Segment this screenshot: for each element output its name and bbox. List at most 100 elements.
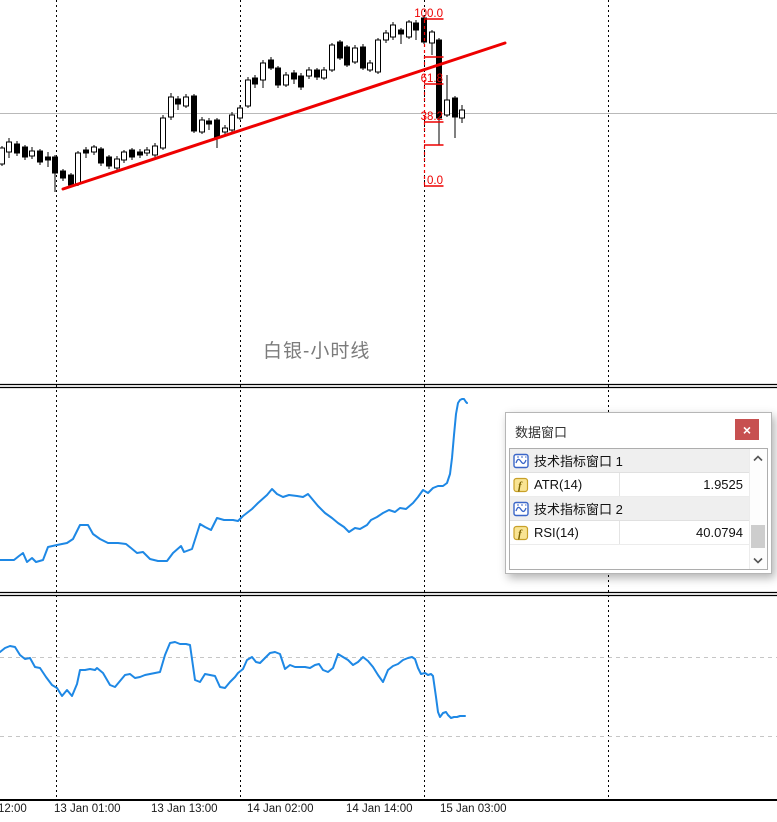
- candle-body: [260, 62, 266, 81]
- candle-body: [214, 119, 220, 139]
- svg-text:f: f: [518, 480, 523, 492]
- candle-body: [283, 74, 289, 86]
- candle-body: [321, 69, 327, 79]
- row-label: 技术指标窗口 2: [534, 502, 623, 517]
- rsi-row: f RSI(14) 40.0794: [510, 521, 750, 545]
- candle-body: [360, 46, 366, 69]
- candle-body: [91, 146, 97, 153]
- chart-title: 白银-小时线: [263, 341, 371, 362]
- candle-body: [0, 147, 5, 165]
- fibonacci-level-label: 100.0: [414, 8, 443, 20]
- candle-body: [398, 29, 404, 35]
- close-button[interactable]: ×: [735, 419, 759, 440]
- candle-body: [429, 31, 435, 44]
- candle-body: [390, 24, 396, 38]
- candle-body: [245, 79, 251, 107]
- candle-body: [367, 62, 373, 71]
- candle-body: [129, 149, 135, 158]
- candle-body: [22, 146, 28, 158]
- atr-value: 1.9525: [703, 477, 743, 492]
- candle-body: [29, 150, 35, 157]
- candle-body: [60, 170, 66, 179]
- fibonacci-level-label: 38.2: [421, 111, 443, 123]
- candle-body: [237, 107, 243, 119]
- indicator-window-2-row: 技术指标窗口 2: [510, 497, 750, 521]
- candle-body: [52, 156, 58, 174]
- candle-body: [314, 69, 320, 78]
- time-label: 14 Jan 02:00: [247, 803, 314, 815]
- candle-body: [75, 152, 81, 185]
- candle-body: [137, 151, 143, 156]
- row-label: 技术指标窗口 1: [534, 454, 623, 469]
- data-window-title: 数据窗口: [515, 425, 568, 440]
- time-label: 13 Jan 01:00: [54, 803, 121, 815]
- candle-body: [375, 39, 381, 73]
- candle-body: [291, 72, 297, 80]
- atr14-line: [0, 398, 468, 563]
- candle-body: [275, 67, 281, 86]
- candle-body: [83, 149, 89, 154]
- row-label: RSI(14): [534, 525, 579, 540]
- candle-body: [98, 148, 104, 164]
- indicator-window-1-row: 技术指标窗口 1: [510, 449, 750, 473]
- time-label: 13 Jan 13:00: [151, 803, 218, 815]
- candle-body: [436, 39, 442, 119]
- rsi-value: 40.0794: [696, 525, 743, 540]
- scrollbar-thumb[interactable]: [751, 525, 765, 548]
- row-label: ATR(14): [534, 477, 583, 492]
- time-label: 14 Jan 14:00: [346, 803, 413, 815]
- fibonacci-level-label: 61.8: [421, 73, 443, 85]
- atr-name-cell: f ATR(14): [513, 473, 620, 496]
- candle-body: [114, 158, 120, 169]
- candle-body: [222, 127, 228, 133]
- candle-body: [329, 44, 335, 71]
- candle-body: [444, 99, 450, 116]
- candle-body: [421, 17, 427, 43]
- candle-body: [14, 143, 20, 154]
- indicator-window-icon: [513, 453, 529, 468]
- candle-body: [383, 32, 389, 41]
- candle-body: [306, 69, 312, 77]
- candle-body: [121, 151, 127, 161]
- candle-body: [183, 96, 189, 107]
- indicator-window-icon: [513, 501, 529, 516]
- candle-body: [191, 95, 197, 132]
- candle-body: [229, 114, 235, 131]
- trendline[interactable]: [61, 41, 507, 191]
- candle-body: [6, 141, 12, 153]
- atr-row: f ATR(14) 1.9525: [510, 473, 750, 497]
- candle-body: [413, 22, 419, 31]
- candle-body: [459, 109, 465, 119]
- rsi14-line: [0, 641, 466, 719]
- scrollbar[interactable]: [749, 449, 767, 569]
- candle-body: [106, 156, 112, 167]
- fibonacci-level-label: 0.0: [427, 175, 443, 187]
- candle-body: [298, 75, 304, 88]
- data-window-titlebar[interactable]: 数据窗口 ×: [506, 413, 771, 448]
- candle-body: [37, 150, 43, 163]
- time-label: 15 Jan 03:00: [440, 803, 507, 815]
- candle-body: [406, 21, 412, 38]
- rsi-name-cell: f RSI(14): [513, 521, 620, 544]
- candle-body: [160, 117, 166, 149]
- candle-body: [144, 149, 150, 154]
- scroll-up-icon[interactable]: [750, 450, 766, 466]
- svg-text:f: f: [518, 528, 523, 540]
- function-icon: f: [513, 477, 529, 492]
- candle-body: [252, 77, 258, 85]
- candle-body: [337, 41, 343, 59]
- candle-body: [344, 46, 350, 66]
- candle-body: [45, 156, 51, 161]
- function-icon: f: [513, 525, 529, 540]
- candle-body: [152, 145, 158, 156]
- candle-body: [175, 98, 181, 105]
- candle-body: [268, 59, 274, 69]
- scroll-down-icon[interactable]: [750, 552, 766, 568]
- candle-body: [452, 97, 458, 118]
- candle-body: [199, 119, 205, 133]
- data-window-list: 技术指标窗口 1 f ATR(14) 1.9525 技术: [509, 448, 768, 570]
- candle-body: [206, 120, 212, 125]
- candle-body: [168, 96, 174, 118]
